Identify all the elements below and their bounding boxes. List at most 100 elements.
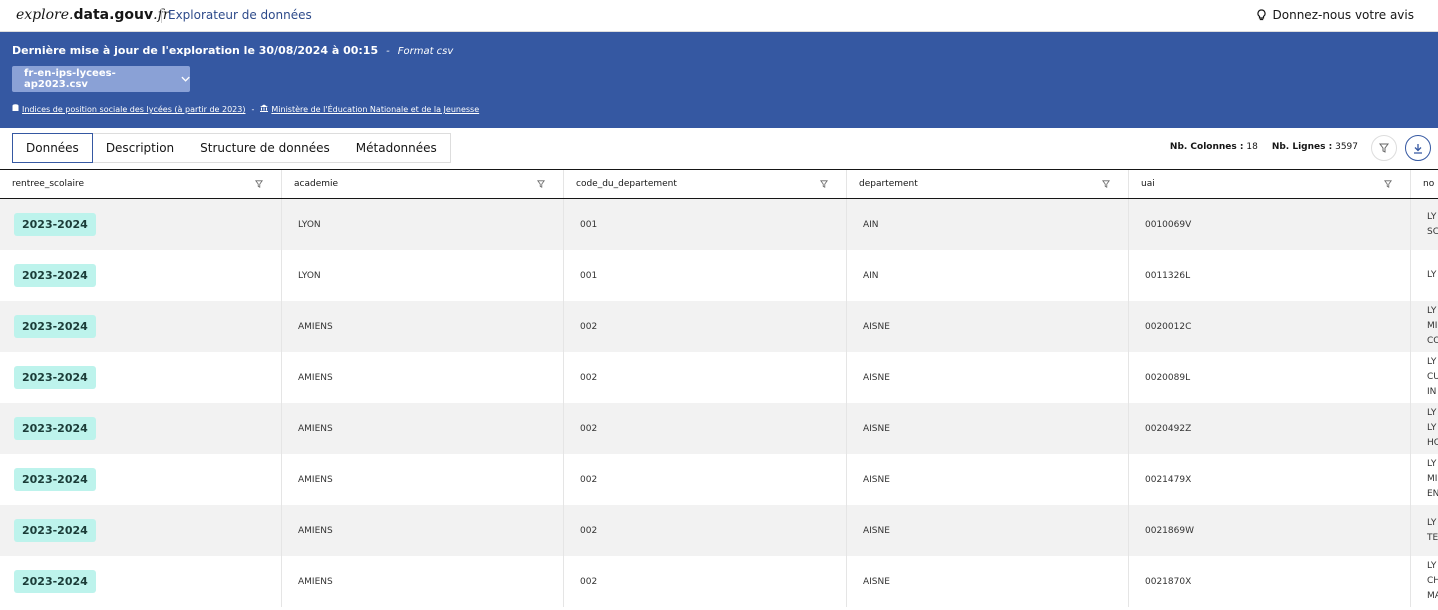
download-button[interactable]: [1405, 135, 1431, 161]
cell-line: LY: [1427, 517, 1437, 528]
cell-text: 002: [580, 321, 598, 332]
table-row: 2023-2024 AMIENS 002 AISNE 0021870X LY CH MA: [0, 556, 1438, 607]
column-name: no: [1423, 179, 1435, 189]
column-header[interactable]: rentree_scolaire: [0, 170, 282, 198]
cell-text: AISNE: [863, 423, 890, 434]
filter-icon[interactable]: [820, 180, 828, 188]
cell-line: HO: [1427, 438, 1438, 448]
table-row: 2023-2024 AMIENS 002 AISNE 0020089L LY CU IN: [0, 352, 1438, 403]
header-row: rentree_scolaire academie code_du_departem…: [0, 170, 1438, 199]
cell-line: EN: [1427, 489, 1438, 499]
cell-text: 002: [580, 525, 598, 536]
chevron: [181, 76, 190, 82]
cell: LY CH MA: [1411, 556, 1438, 607]
cell-line: MI: [1427, 474, 1438, 484]
cell-text: 001: [580, 270, 598, 281]
tab[interactable]: Description: [105, 141, 175, 155]
download-icon: [1414, 143, 1422, 154]
cell: 0020012C: [1129, 301, 1411, 352]
year-badge: 2023-2024: [14, 570, 96, 593]
separator: -: [251, 104, 255, 114]
cell: 2023-2024: [0, 556, 282, 607]
cell-text: AISNE: [863, 525, 890, 536]
top-bar: explore.data.gouv.fr Explorateur de donn…: [0, 0, 1438, 32]
tab[interactable]: Structure de données: [200, 141, 330, 155]
cell: 002: [564, 403, 847, 454]
tabs: Données Description Structure de données…: [12, 133, 451, 163]
logo[interactable]: explore.data.gouv.fr: [16, 7, 169, 23]
banner: Dernière mise à jour de l'exploration le…: [0, 32, 1438, 128]
cell-text: 002: [580, 423, 598, 434]
column-header[interactable]: uai: [1129, 170, 1411, 198]
cell-text: AIN: [863, 219, 879, 230]
table-row: 2023-2024 AMIENS 002 AISNE 0020492Z LY LY HO: [0, 403, 1438, 454]
year-badge: 2023-2024: [14, 519, 96, 542]
cell: LY LY HO: [1411, 403, 1438, 454]
cell: 2023-2024: [0, 250, 282, 301]
file-name: fr-en-ips-lycees-ap2023.csv: [24, 68, 116, 90]
cell: 0020492Z: [1129, 403, 1411, 454]
cell: 001: [564, 199, 847, 250]
filter-icon[interactable]: [537, 180, 545, 188]
app-title: Explorateur de données: [161, 8, 312, 23]
cell: 002: [564, 505, 847, 556]
year-badge: 2023-2024: [14, 264, 96, 287]
cell-text: AISNE: [863, 474, 890, 485]
stats: Nb. Colonnes : 18 Nb. Lignes : 3597: [1170, 142, 1358, 152]
org-link[interactable]: Ministère de l'Éducation Nationale et de…: [260, 104, 479, 114]
table-row: 2023-2024 AMIENS 002 AISNE 0020012C LY MI CO: [0, 301, 1438, 352]
cell-text: 0020089L: [1145, 372, 1191, 383]
filter-icon[interactable]: [1384, 180, 1392, 188]
cell: AMIENS: [282, 454, 564, 505]
cell-text: AIN: [863, 270, 879, 281]
columns-stat: Nb. Colonnes : 18: [1170, 142, 1258, 152]
cell-text: AMIENS: [298, 423, 333, 434]
cell: 2023-2024: [0, 352, 282, 403]
column-header[interactable]: academie: [282, 170, 564, 198]
filter-icon[interactable]: [255, 180, 263, 188]
cell-line: LY: [1427, 408, 1437, 418]
cell-text: 0020012C: [1145, 321, 1192, 332]
data-table: rentree_scolaire academie code_du_departem…: [0, 169, 1438, 610]
cell: 001: [564, 250, 847, 301]
cell-text: 0021479X: [1145, 474, 1192, 485]
dataset-link[interactable]: Indices de position sociale des lycées (…: [12, 104, 245, 114]
tab[interactable]: Métadonnées: [355, 141, 437, 155]
file-dropdown[interactable]: fr-en-ips-lycees-ap2023.csv: [12, 66, 190, 92]
cell-text: 0021870X: [1145, 576, 1192, 587]
feedback-button[interactable]: Donnez-nous votre avis: [1256, 8, 1414, 22]
value: 18: [1246, 142, 1258, 152]
update-info: Dernière mise à jour de l'exploration le…: [12, 44, 453, 57]
cell-line: SC: [1427, 226, 1438, 237]
cell: LY CU IN: [1411, 352, 1438, 403]
column-header[interactable]: departement: [847, 170, 1129, 198]
cell: LY: [1411, 250, 1438, 301]
cell-line: IN: [1427, 387, 1437, 397]
cell: AISNE: [847, 505, 1129, 556]
cell-text: AMIENS: [298, 576, 333, 587]
cell-line: LY: [1427, 423, 1437, 433]
logo-part: data.gouv: [73, 7, 154, 23]
year-badge: 2023-2024: [14, 213, 96, 236]
cell: AISNE: [847, 556, 1129, 607]
tab[interactable]: Données: [12, 133, 93, 163]
column-name: rentree_scolaire: [12, 179, 85, 189]
column-header[interactable]: code_du_departement: [564, 170, 847, 198]
bulb-icon: [1256, 9, 1266, 21]
cell-text: AMIENS: [298, 474, 333, 485]
year-badge: 2023-2024: [14, 315, 96, 338]
cell-text: 002: [580, 372, 598, 383]
cell: LYON: [282, 199, 564, 250]
column-header[interactable]: no: [1411, 170, 1438, 198]
dataset-link-text: Indices de position sociale des lycées (…: [22, 105, 246, 114]
cell: 2023-2024: [0, 505, 282, 556]
cell: LY MI EN: [1411, 454, 1438, 505]
filter-button[interactable]: [1371, 135, 1397, 161]
year-badge: 2023-2024: [14, 366, 96, 389]
table-row: 2023-2024 LYON 001 AIN 0011326L LY: [0, 250, 1438, 301]
filter-icon[interactable]: [1102, 180, 1110, 188]
cell: 2023-2024: [0, 301, 282, 352]
cell: AISNE: [847, 352, 1129, 403]
cell-text: AISNE: [863, 576, 890, 587]
